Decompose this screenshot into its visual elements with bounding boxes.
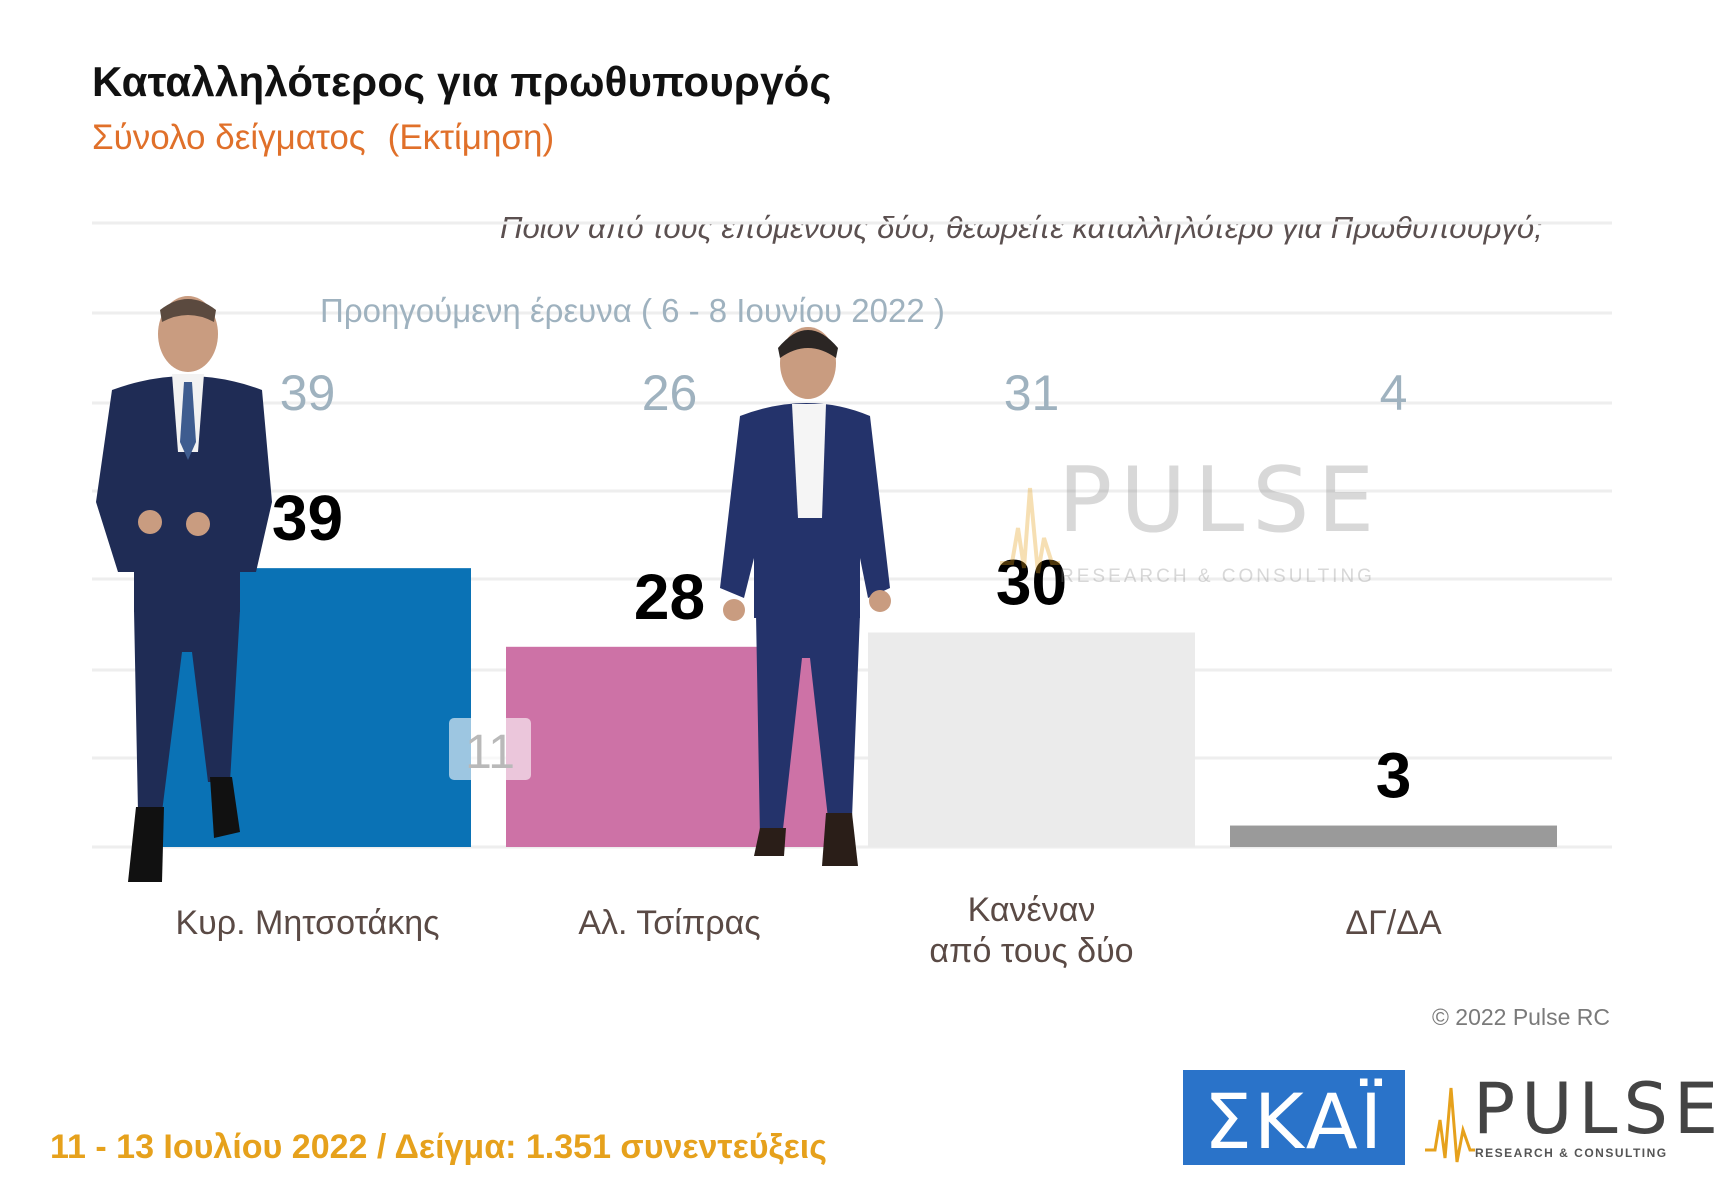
category-label-0: Κυρ. Μητσοτάκης [176, 904, 440, 942]
previous-value-0: 39 [280, 365, 336, 421]
skai-logo-text: ΣΚΑΪ [1204, 1077, 1384, 1165]
annotation-box-0 [449, 718, 531, 780]
person-figure-left [96, 296, 272, 882]
previous-value-3: 4 [1380, 365, 1408, 421]
pulse-logo-sub: RESEARCH & CONSULTING [1475, 1146, 1668, 1160]
pulse-logo-word: PULSE [1473, 1068, 1725, 1150]
pulse-wave-icon [1000, 487, 1060, 574]
category-label-3: ΔΓ/ΔΑ [1345, 904, 1442, 942]
value-label-0: 39 [272, 482, 343, 554]
value-label-1: 28 [634, 561, 705, 633]
watermark-sub: RESEARCH & CONSULTING [1060, 566, 1375, 587]
footer-fieldwork: 11 - 13 Ιουλίου 2022 / Δείγμα: 1.351 συν… [50, 1128, 827, 1166]
previous-value-2: 31 [1004, 365, 1060, 421]
previous-value-1: 26 [642, 365, 698, 421]
pulse-watermark: PULSE RESEARCH & CONSULTING [1000, 448, 1380, 588]
value-label-3: 3 [1376, 740, 1412, 812]
person-figure-right [720, 327, 891, 866]
bar-3 [1230, 825, 1557, 847]
pulse-logo: PULSE RESEARCH & CONSULTING [1425, 1068, 1718, 1170]
chart-subtitle: Σύνολο δείγματος (Εκτίμηση) [92, 118, 554, 158]
annotation-text-0: 11 [465, 726, 515, 779]
subtitle-estimate: (Εκτίμηση) [387, 118, 555, 157]
value-label-2: 30 [996, 547, 1067, 619]
survey-question: Ποιον από τους επόμενους δύο, θεωρείτε κ… [500, 210, 1543, 245]
skai-logo: ΣΚΑΪ [1183, 1070, 1405, 1166]
subtitle-sample: Σύνολο δείγματος [92, 118, 366, 157]
category-label-2: Κανέναν από τους δύο [929, 891, 1133, 970]
chart-title: Καταλληλότερος για πρωθυπουργός [92, 58, 832, 105]
bar-2 [868, 632, 1195, 847]
watermark-word: PULSE [1058, 448, 1383, 553]
pulse-wave-icon [1425, 1087, 1475, 1163]
category-label-1: Αλ. Τσίπρας [578, 904, 760, 942]
skai-logo-mark: ΣΚΑΪ [1204, 1077, 1384, 1166]
copyright-note: © 2022 Pulse RC [1431, 1004, 1610, 1030]
previous-survey-label: Προηγούμενη έρευνα ( 6 - 8 Ιουνίου 2022 … [320, 292, 945, 329]
